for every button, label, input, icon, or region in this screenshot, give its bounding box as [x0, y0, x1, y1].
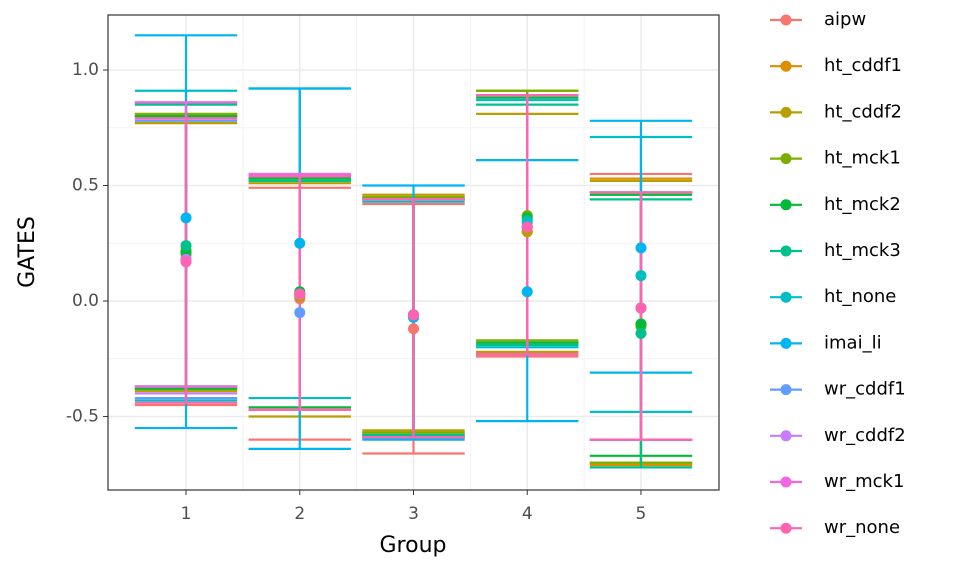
- y-tick-label: 0.0: [72, 291, 99, 311]
- y-tick-label: -0.5: [66, 407, 99, 427]
- point: [180, 256, 192, 268]
- legend-label: wr_cddf1: [824, 379, 906, 400]
- y-tick-label: 1.0: [72, 60, 99, 80]
- point: [635, 242, 647, 254]
- point: [294, 288, 306, 300]
- legend-key-point: [780, 291, 792, 303]
- point: [180, 212, 192, 224]
- y-axis-title: GATES: [15, 216, 40, 288]
- legend-key-point: [780, 476, 792, 488]
- x-tick-label: 3: [408, 504, 419, 524]
- legend-key-point: [780, 430, 792, 442]
- legend-key-point: [780, 60, 792, 72]
- point: [294, 237, 306, 249]
- legend-label: ht_cddf2: [824, 101, 902, 122]
- legend-label: ht_cddf1: [824, 55, 902, 76]
- legend-label: ht_mck1: [824, 148, 901, 169]
- x-tick-label: 4: [522, 504, 533, 524]
- point: [521, 221, 533, 233]
- point: [294, 307, 306, 319]
- point: [180, 240, 192, 252]
- point: [635, 270, 647, 282]
- legend-label: imai_li: [824, 332, 882, 353]
- plot-border: [107, 14, 720, 491]
- legend-key-point: [780, 106, 792, 118]
- legend-label: wr_mck1: [824, 471, 904, 492]
- legend-key-point: [780, 199, 792, 211]
- x-axis-title: Group: [380, 533, 447, 558]
- point: [635, 302, 647, 314]
- point: [408, 323, 419, 335]
- x-tick-label: 2: [294, 504, 305, 524]
- legend-key-point: [780, 245, 792, 257]
- legend-label: wr_none: [824, 517, 900, 538]
- legend-key-point: [780, 522, 792, 534]
- legend-label: wr_cddf2: [824, 425, 906, 446]
- x-tick-label: 1: [181, 504, 192, 524]
- point: [635, 318, 647, 330]
- legend-key-point: [780, 384, 792, 396]
- error-bar: [589, 191, 693, 441]
- legend-key-point: [780, 153, 792, 165]
- legend-label: ht_none: [824, 286, 896, 307]
- point: [521, 286, 533, 298]
- legend-key-point: [780, 337, 792, 349]
- x-tick-label: 5: [636, 504, 647, 524]
- legend-label: aipw: [824, 9, 866, 30]
- point: [635, 327, 647, 339]
- legend-label: ht_mck3: [824, 240, 901, 261]
- point: [408, 309, 419, 321]
- legend-label: ht_mck2: [824, 194, 901, 215]
- y-tick-label: 0.5: [72, 176, 99, 196]
- legend-key-point: [780, 14, 792, 26]
